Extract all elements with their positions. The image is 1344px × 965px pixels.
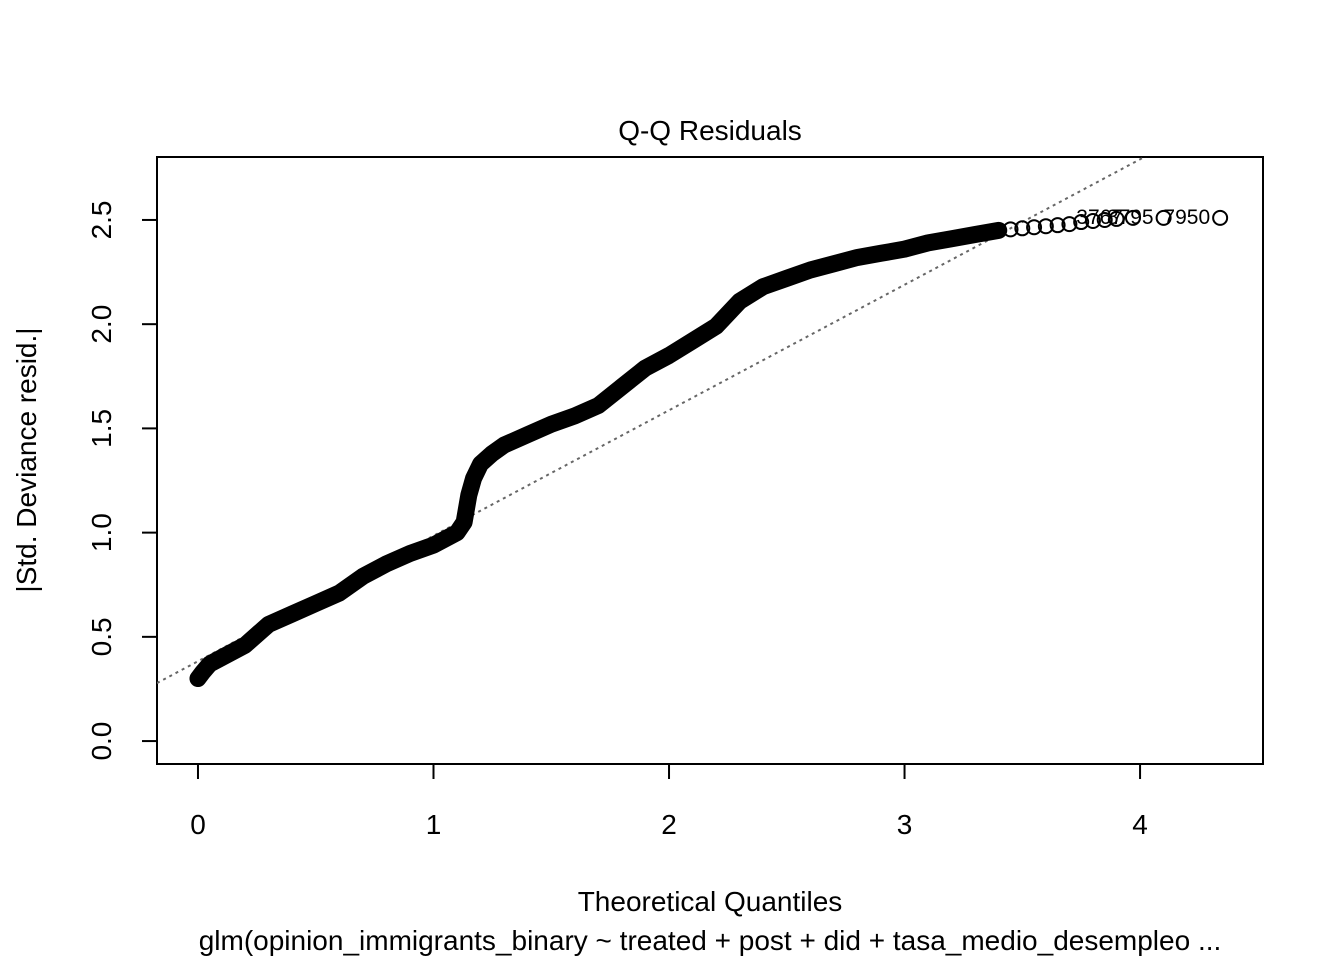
y-axis-label: |Std. Deviance resid.| (11, 327, 42, 592)
y-tick-label: 0.5 (86, 617, 117, 656)
point (1096, 211, 1113, 228)
point (378, 555, 395, 572)
point (1155, 209, 1172, 226)
point (661, 347, 678, 364)
y-tick-label: 2.0 (86, 305, 117, 344)
point (496, 437, 513, 454)
point (1124, 209, 1141, 226)
point (465, 470, 482, 487)
point (566, 407, 583, 424)
point (1108, 210, 1125, 227)
point (731, 293, 748, 310)
point (1002, 221, 1019, 238)
reference-line (157, 157, 1147, 684)
point (778, 270, 795, 287)
point (456, 514, 473, 531)
point (1014, 220, 1031, 237)
point (1084, 212, 1101, 229)
point (684, 332, 701, 349)
point (543, 416, 560, 433)
point (331, 585, 348, 602)
point (967, 226, 984, 243)
point (872, 245, 889, 262)
point-label: 7950 (1163, 206, 1210, 229)
point (260, 616, 277, 633)
y-tick-label: 0.0 (86, 722, 117, 761)
point-label: 8795 (1107, 206, 1154, 229)
point (990, 222, 1007, 239)
x-tick-label: 0 (190, 809, 206, 840)
point (637, 359, 654, 376)
x-tick-label: 4 (1132, 809, 1148, 840)
point (1037, 218, 1054, 235)
point (708, 318, 725, 335)
x-tick-label: 2 (661, 809, 677, 840)
point (896, 241, 913, 258)
point (849, 249, 866, 266)
point (1026, 219, 1043, 236)
x-tick-label: 1 (426, 809, 442, 840)
dense-points (189, 221, 1008, 688)
point (237, 637, 254, 654)
point (472, 455, 489, 472)
point (401, 545, 418, 562)
point (284, 605, 301, 622)
point (519, 426, 536, 443)
point (920, 234, 937, 251)
point (719, 305, 736, 322)
point (825, 255, 842, 272)
x-tick-label: 3 (897, 809, 913, 840)
point (460, 487, 477, 504)
point-label: 3767 (1076, 206, 1123, 229)
x-axis-label: Theoretical Quantiles (578, 886, 843, 917)
plot-frame (156, 156, 1264, 765)
point (484, 445, 501, 462)
point (248, 626, 265, 643)
point (1049, 217, 1066, 234)
point (590, 397, 607, 414)
point (1212, 209, 1229, 226)
point (354, 568, 371, 585)
point (307, 595, 324, 612)
point (1073, 214, 1090, 231)
point (613, 378, 630, 395)
point (755, 278, 772, 295)
point (943, 230, 960, 247)
point (1061, 216, 1078, 233)
y-tick-label: 1.0 (86, 513, 117, 552)
y-tick-label: 2.5 (86, 200, 117, 239)
y-tick-label: 1.5 (86, 409, 117, 448)
subtitle: glm(opinion_immigrants_binary ~ treated … (199, 925, 1222, 956)
plot-area (157, 157, 1229, 688)
chart-title: Q-Q Residuals (618, 115, 802, 146)
point (802, 261, 819, 278)
